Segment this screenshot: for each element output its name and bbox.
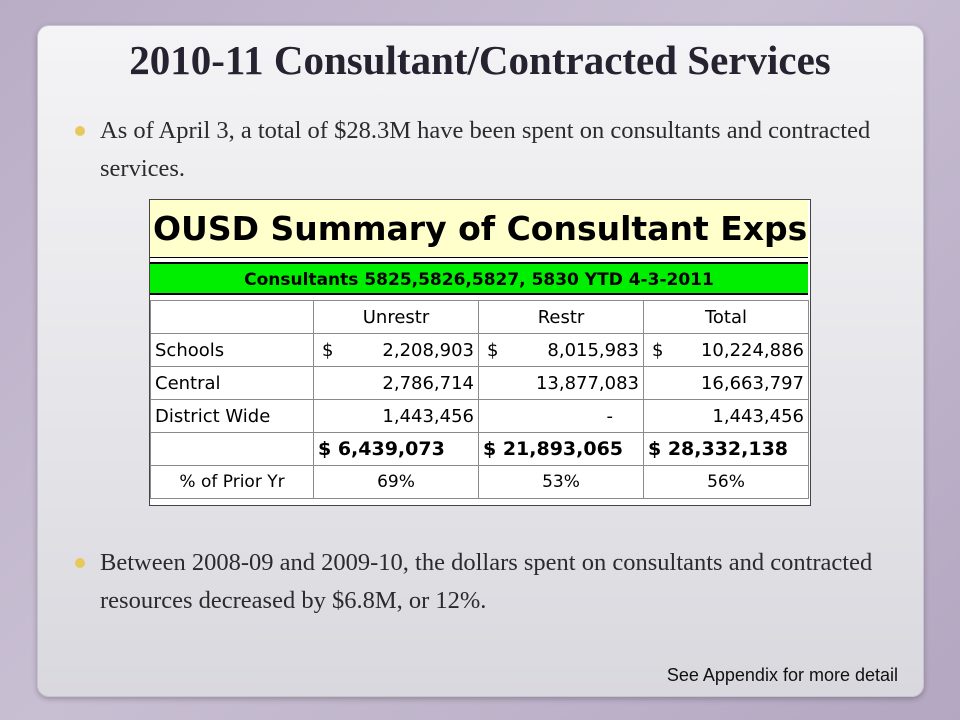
- consultant-summary-table-image: OUSD Summary of Consultant Exps Consulta…: [149, 199, 811, 506]
- cell-restr: -: [478, 399, 644, 433]
- row-label: Central: [150, 366, 314, 400]
- bullet-dot-icon: [75, 558, 85, 568]
- table-row: Central 2,786,714 13,877,083 16,663,797: [150, 366, 809, 400]
- cell-unrestr: $2,208,903: [313, 333, 479, 367]
- expense-table: Unrestr Restr Total Schools $2,208,903 $…: [150, 300, 809, 499]
- slide-title: 2010-11 Consultant/Contracted Services: [129, 37, 831, 83]
- totals-row: $ 6,439,073 $ 21,893,065 $ 28,332,138: [150, 432, 809, 466]
- cell-total: 16,663,797: [643, 366, 809, 400]
- appendix-note: See Appendix for more detail: [666, 665, 898, 685]
- cell-restr: $8,015,983: [478, 333, 644, 367]
- bullet-dot-icon: [75, 126, 85, 136]
- percent-total: 56%: [643, 465, 809, 499]
- cell-unrestr: 1,443,456: [313, 399, 479, 433]
- column-header: Unrestr: [313, 300, 479, 334]
- row-label: District Wide: [150, 399, 314, 433]
- bullet-item: As of April 3, a total of $28.3M have be…: [75, 112, 900, 188]
- table-row: District Wide 1,443,456 - 1,443,456: [150, 399, 809, 433]
- column-header: [150, 300, 314, 334]
- percent-restr: 53%: [478, 465, 644, 499]
- column-header: Restr: [478, 300, 644, 334]
- row-label: Schools: [150, 333, 314, 367]
- total-unrestr: $ 6,439,073: [313, 432, 479, 466]
- total-restr: $ 21,893,065: [478, 432, 644, 466]
- sheet-title: OUSD Summary of Consultant Exps: [150, 200, 808, 258]
- bullet-text: Between 2008-09 and 2009-10, the dollars…: [100, 549, 873, 614]
- total-total: $ 28,332,138: [643, 432, 809, 466]
- percent-unrestr: 69%: [313, 465, 479, 499]
- cell-total: $10,224,886: [643, 333, 809, 367]
- table-row: Schools $2,208,903 $8,015,983 $10,224,88…: [150, 333, 809, 367]
- cell-restr: 13,877,083: [478, 366, 644, 400]
- percent-prior-year-row: % of Prior Yr 69% 53% 56%: [150, 465, 809, 499]
- totals-label: [150, 432, 314, 466]
- cell-unrestr: 2,786,714: [313, 366, 479, 400]
- cell-total: 1,443,456: [643, 399, 809, 433]
- bullet-text: As of April 3, a total of $28.3M have be…: [100, 117, 871, 182]
- percent-label: % of Prior Yr: [150, 465, 314, 499]
- bullet-item: Between 2008-09 and 2009-10, the dollars…: [75, 544, 900, 620]
- sheet-subtitle: Consultants 5825,5826,5827, 5830 YTD 4-3…: [150, 262, 808, 295]
- table-header-row: Unrestr Restr Total: [150, 300, 809, 334]
- column-header: Total: [643, 300, 809, 334]
